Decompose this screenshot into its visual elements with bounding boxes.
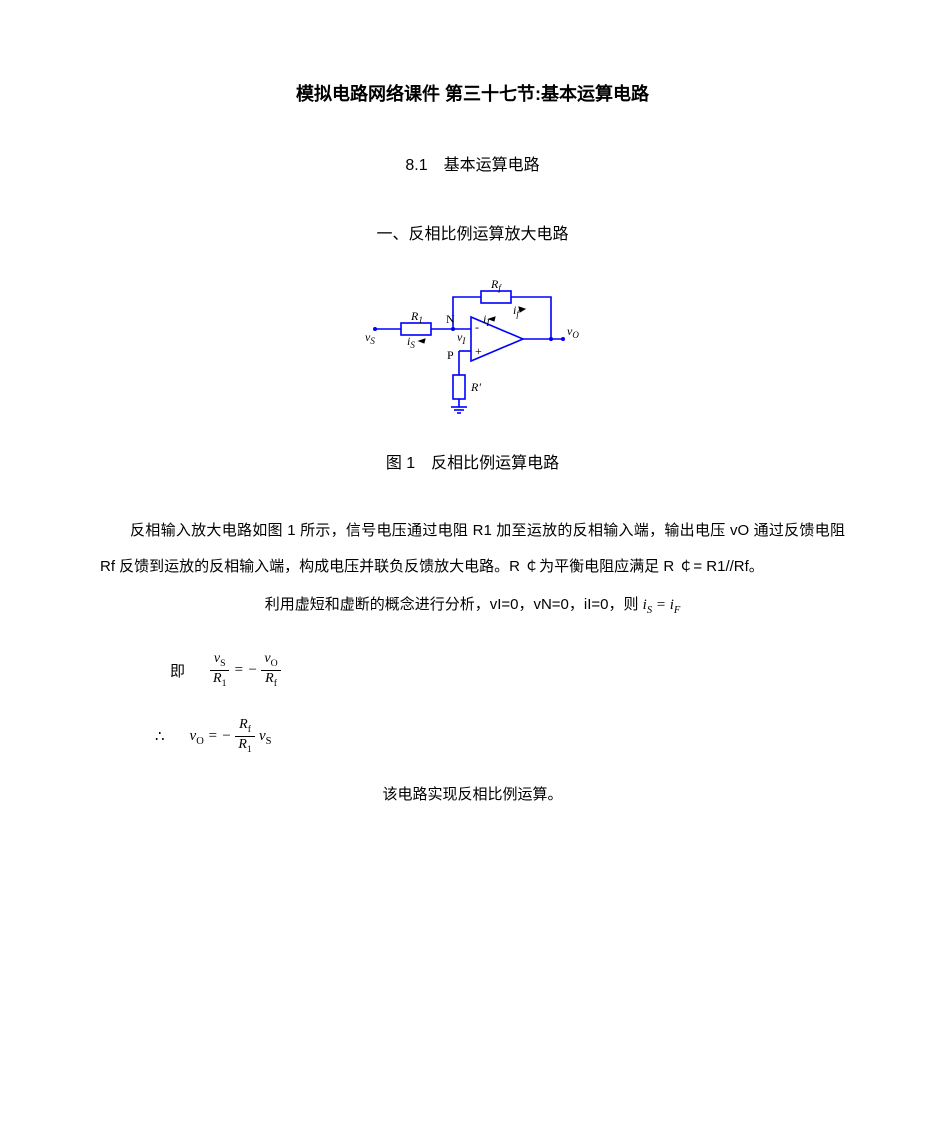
eq2-lead: ∴: [155, 727, 165, 745]
paragraph-1: 反相输入放大电路如图 1 所示，信号电压通过电阻 R1 加至运放的反相输入端，输…: [100, 513, 845, 585]
section-number: 8.1 基本运算电路: [100, 151, 845, 175]
doc-title: 模拟电路网络课件 第三十七节:基本运算电路: [100, 80, 845, 106]
analysis-line: 利用虚短和虚断的概念进行分析，vI=0，vN=0，iI=0，则 iS = iF: [100, 593, 845, 616]
svg-text:P: P: [447, 348, 454, 362]
svg-text:iS: iS: [407, 334, 415, 350]
svg-text:vI: vI: [457, 330, 466, 346]
svg-text:if: if: [513, 303, 520, 319]
svg-text:R': R': [470, 380, 481, 394]
svg-text:Rf: Rf: [490, 279, 502, 293]
conclusion: 该电路实现反相比例运算。: [100, 783, 845, 804]
svg-text:iI: iI: [483, 312, 490, 328]
analysis-eq: iS = iF: [643, 597, 681, 613]
equation-2: ∴ vO = − Rf R1 vS: [155, 717, 845, 755]
circuit-diagram: Rf R1 vS iS N vI iI if P - + R' vO: [100, 279, 845, 419]
svg-text:+: +: [475, 344, 482, 358]
analysis-prefix: 利用虚短和虚断的概念进行分析，vI=0，vN=0，iI=0，则: [265, 596, 643, 613]
equation-1: 即 vS R1 = − vO Rf: [170, 651, 845, 689]
svg-text:R1: R1: [410, 309, 423, 325]
svg-text:vO: vO: [567, 324, 579, 340]
svg-text:-: -: [475, 320, 479, 334]
svg-text:N: N: [446, 312, 455, 326]
eq1-lead: 即: [170, 660, 185, 681]
section-heading: 一、反相比例运算放大电路: [100, 220, 845, 244]
svg-text:vS: vS: [365, 330, 375, 346]
figure-caption: 图 1 反相比例运算电路: [100, 449, 845, 473]
